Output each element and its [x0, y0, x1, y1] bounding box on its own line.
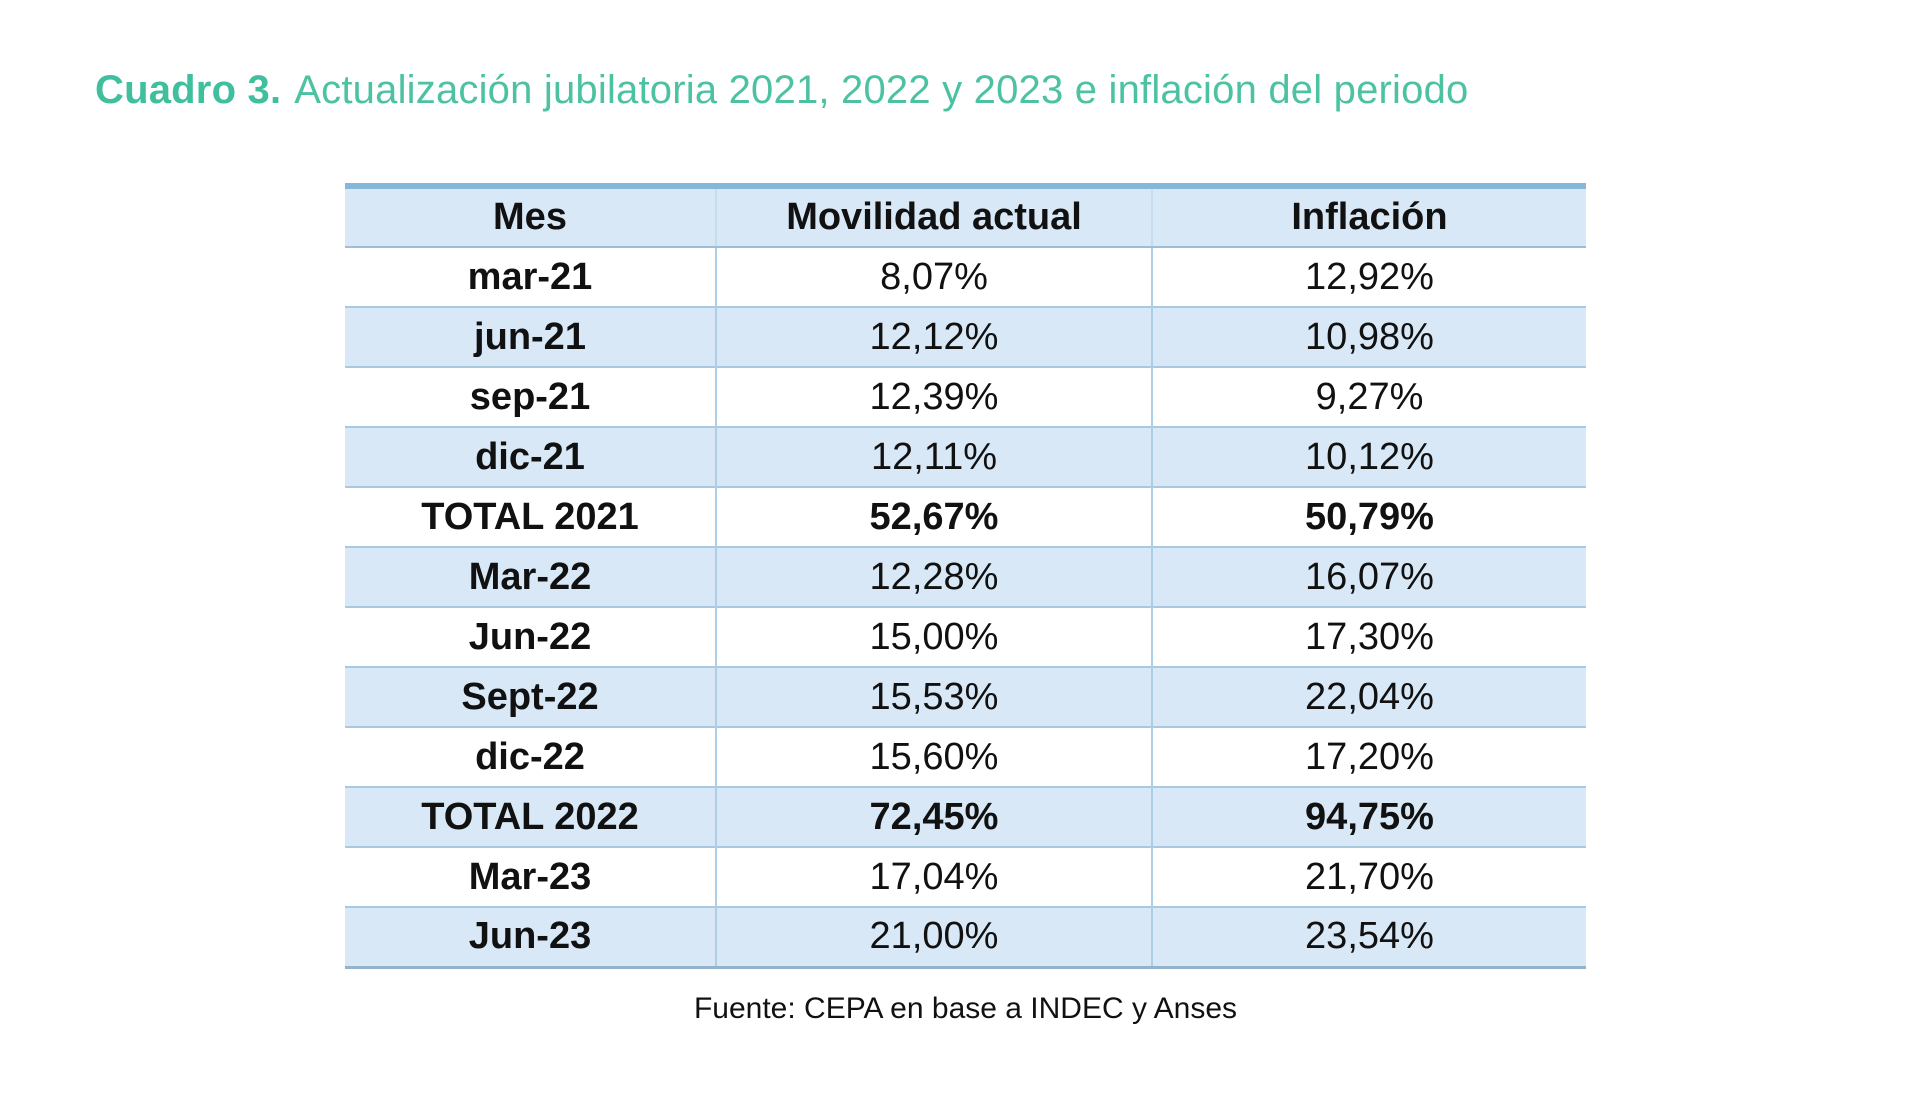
cell-mes: TOTAL 2021 [345, 486, 717, 547]
column-header-mes: Mes [345, 186, 717, 248]
table-row: sep-21 12,39% 9,27% [345, 366, 1586, 427]
cell-movilidad: 52,67% [716, 486, 1153, 547]
cell-inflacion: 10,12% [1152, 426, 1586, 487]
cell-movilidad: 72,45% [716, 786, 1153, 847]
table-row: Mar-23 17,04% 21,70% [345, 846, 1586, 907]
table-row: dic-22 15,60% 17,20% [345, 726, 1586, 787]
cell-movilidad: 21,00% [716, 906, 1153, 967]
cell-movilidad: 12,28% [716, 546, 1153, 607]
cell-inflacion: 22,04% [1152, 666, 1586, 727]
table-row: Mar-22 12,28% 16,07% [345, 546, 1586, 607]
movilidad-inflacion-table: Mes Movilidad actual Inflación mar-21 8,… [345, 183, 1586, 969]
cell-mes: Jun-23 [345, 906, 717, 967]
cell-mes: dic-21 [345, 426, 717, 487]
table-row: mar-21 8,07% 12,92% [345, 247, 1586, 307]
table-row: Sept-22 15,53% 22,04% [345, 666, 1586, 727]
cell-movilidad: 15,60% [716, 726, 1153, 787]
cell-movilidad: 12,39% [716, 366, 1153, 427]
cell-mes: jun-21 [345, 306, 717, 367]
cell-movilidad: 15,00% [716, 606, 1153, 667]
cell-inflacion: 12,92% [1305, 255, 1434, 298]
cell-movilidad: 15,53% [716, 666, 1153, 727]
cell-inflacion: 10,98% [1152, 306, 1586, 367]
cell-movilidad: 17,04% [716, 846, 1153, 907]
cell-mes: dic-22 [345, 726, 717, 787]
source-note: Fuente: CEPA en base a INDEC y Anses [693, 992, 1238, 1025]
cell-inflacion: 17,20% [1152, 726, 1586, 787]
table-row-total-2022: TOTAL 2022 72,45% 94,75% [345, 786, 1586, 847]
column-header-inflacion: Inflación [1152, 186, 1586, 248]
cell-inflacion: 17,30% [1152, 606, 1586, 667]
table-row-total-2021: TOTAL 2021 52,67% 50,79% [345, 486, 1586, 547]
cell-mes: Mar-22 [345, 546, 717, 607]
cell-mes: mar-21 [345, 247, 717, 307]
page-title: Cuadro 3. Actualización jubilatoria 2021,… [95, 68, 1468, 113]
cell-movilidad: 12,12% [716, 306, 1153, 367]
table-row: Jun-22 15,00% 17,30% [345, 606, 1586, 667]
title-prefix: Cuadro 3. [95, 68, 282, 112]
table-row: Jun-23 21,00% 23,54% [345, 906, 1586, 967]
cell-mes: TOTAL 2022 [345, 786, 717, 847]
cell-mes: Mar-23 [345, 846, 717, 907]
cell-movilidad: 8,07% [716, 247, 1153, 307]
cell-inflacion: 23,54% [1152, 906, 1586, 967]
table-header-row: Mes Movilidad actual Inflación [345, 186, 1586, 248]
cell-inflacion: 16,07% [1152, 546, 1586, 607]
cell-inflacion: 9,27% [1152, 366, 1586, 427]
cell-inflacion: 94,75% [1152, 786, 1586, 847]
cell-mes: Jun-22 [345, 606, 717, 667]
cell-mes: Sept-22 [345, 666, 717, 727]
column-header-movilidad: Movilidad actual [716, 186, 1153, 248]
table-row: dic-21 12,11% 10,12% [345, 426, 1586, 487]
cell-mes: sep-21 [345, 366, 717, 427]
title-text: Actualización jubilatoria 2021, 2022 y 2… [294, 68, 1469, 112]
cell-inflacion: 50,79% [1152, 486, 1586, 547]
table-row: jun-21 12,12% 10,98% [345, 306, 1586, 367]
cell-inflacion: 21,70% [1152, 846, 1586, 907]
cell-movilidad: 12,11% [716, 426, 1153, 487]
